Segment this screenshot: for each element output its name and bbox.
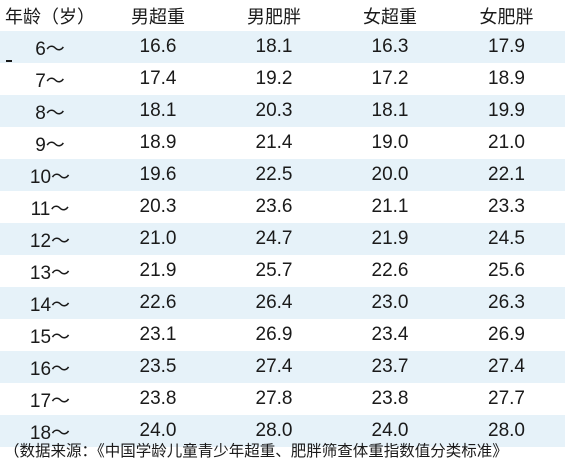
male-obese-cell: 24.7 [216,223,332,255]
table-row: 7～ 17.4 19.2 17.2 18.9 [0,63,565,95]
female-obese-cell: 17.9 [448,31,565,63]
age-cell: 13～ [0,255,100,287]
table-row: 17～ 23.8 27.8 23.8 27.7 [0,383,565,415]
male-overweight-cell: 17.4 [100,63,216,95]
male-overweight-cell: 23.1 [100,319,216,351]
table-row: 15～ 23.1 26.9 23.4 26.9 [0,319,565,351]
header-female-overweight: 女超重 [332,0,448,31]
age-cell: 9～ [0,127,100,159]
female-overweight-cell: 22.6 [332,255,448,287]
male-obese-cell: 27.4 [216,351,332,383]
header-age: 年龄（岁） [0,0,100,31]
female-obese-cell: 27.7 [448,383,565,415]
male-obese-cell: 23.6 [216,191,332,223]
table-row: 16～ 23.5 27.4 23.7 27.4 [0,351,565,383]
source-footnote: （数据来源：《中国学龄儿童青少年超重、肥胖筛查体重指数值分类标准》 [4,442,508,460]
male-overweight-cell: 23.5 [100,351,216,383]
male-overweight-cell: 18.1 [100,95,216,127]
male-overweight-cell: 16.6 [100,31,216,63]
male-obese-cell: 19.2 [216,63,332,95]
header-male-obese: 男肥胖 [216,0,332,31]
side-dash-mark [6,60,12,62]
age-cell: 7～ [0,63,100,95]
female-obese-cell: 24.5 [448,223,565,255]
table-row: 10～ 19.6 22.5 20.0 22.1 [0,159,565,191]
female-overweight-cell: 17.2 [332,63,448,95]
male-obese-cell: 26.9 [216,319,332,351]
female-obese-cell: 26.3 [448,287,565,319]
age-cell: 17～ [0,383,100,415]
male-obese-cell: 20.3 [216,95,332,127]
age-cell: 14～ [0,287,100,319]
female-obese-cell: 21.0 [448,127,565,159]
header-female-obese: 女肥胖 [448,0,565,31]
female-overweight-cell: 24.0 [332,415,448,447]
age-cell: 16～ [0,351,100,383]
male-obese-cell: 27.8 [216,383,332,415]
male-overweight-cell: 18.9 [100,127,216,159]
female-obese-cell: 28.0 [448,415,565,447]
female-overweight-cell: 18.1 [332,95,448,127]
age-cell: 8～ [0,95,100,127]
table-row: 18～ 24.0 28.0 24.0 28.0 [0,415,565,447]
male-overweight-cell: 22.6 [100,287,216,319]
female-overweight-cell: 16.3 [332,31,448,63]
table-row: 14～ 22.6 26.4 23.0 26.3 [0,287,565,319]
female-obese-cell: 22.1 [448,159,565,191]
female-obese-cell: 23.3 [448,191,565,223]
female-obese-cell: 19.9 [448,95,565,127]
male-obese-cell: 18.1 [216,31,332,63]
male-overweight-cell: 20.3 [100,191,216,223]
female-overweight-cell: 21.9 [332,223,448,255]
female-obese-cell: 18.9 [448,63,565,95]
table-row: 6～ 16.6 18.1 16.3 17.9 [0,31,565,63]
male-obese-cell: 22.5 [216,159,332,191]
male-obese-cell: 25.7 [216,255,332,287]
female-overweight-cell: 23.4 [332,319,448,351]
female-overweight-cell: 19.0 [332,127,448,159]
table-row: 11～ 20.3 23.6 21.1 23.3 [0,191,565,223]
table-row: 12～ 21.0 24.7 21.9 24.5 [0,223,565,255]
female-obese-cell: 27.4 [448,351,565,383]
age-cell: 6～ [0,31,100,63]
male-overweight-cell: 23.8 [100,383,216,415]
male-overweight-cell: 21.0 [100,223,216,255]
male-obese-cell: 26.4 [216,287,332,319]
table-row: 9～ 18.9 21.4 19.0 21.0 [0,127,565,159]
bmi-table-container: 年龄（岁） 男超重 男肥胖 女超重 女肥胖 6～ 16.6 18.1 16.3 17.9… [0,0,565,447]
header-male-overweight: 男超重 [100,0,216,31]
age-cell: 11～ [0,191,100,223]
age-cell: 10～ [0,159,100,191]
table-header-row: 年龄（岁） 男超重 男肥胖 女超重 女肥胖 [0,0,565,31]
female-obese-cell: 25.6 [448,255,565,287]
table-row: 13～ 21.9 25.7 22.6 25.6 [0,255,565,287]
female-obese-cell: 26.9 [448,319,565,351]
female-overweight-cell: 23.7 [332,351,448,383]
table-body: 6～ 16.6 18.1 16.3 17.9 7～ 17.4 19.2 17.2 18.9 8～ 18… [0,31,565,447]
male-obese-cell: 21.4 [216,127,332,159]
female-overweight-cell: 23.8 [332,383,448,415]
female-overweight-cell: 20.0 [332,159,448,191]
male-overweight-cell: 24.0 [100,415,216,447]
bmi-table: 年龄（岁） 男超重 男肥胖 女超重 女肥胖 6～ 16.6 18.1 16.3 17.9… [0,0,565,447]
age-cell: 12～ [0,223,100,255]
age-cell: 15～ [0,319,100,351]
male-overweight-cell: 21.9 [100,255,216,287]
male-overweight-cell: 19.6 [100,159,216,191]
female-overweight-cell: 23.0 [332,287,448,319]
table-row: 8～ 18.1 20.3 18.1 19.9 [0,95,565,127]
male-obese-cell: 28.0 [216,415,332,447]
age-cell: 18～ [0,415,100,447]
female-overweight-cell: 21.1 [332,191,448,223]
